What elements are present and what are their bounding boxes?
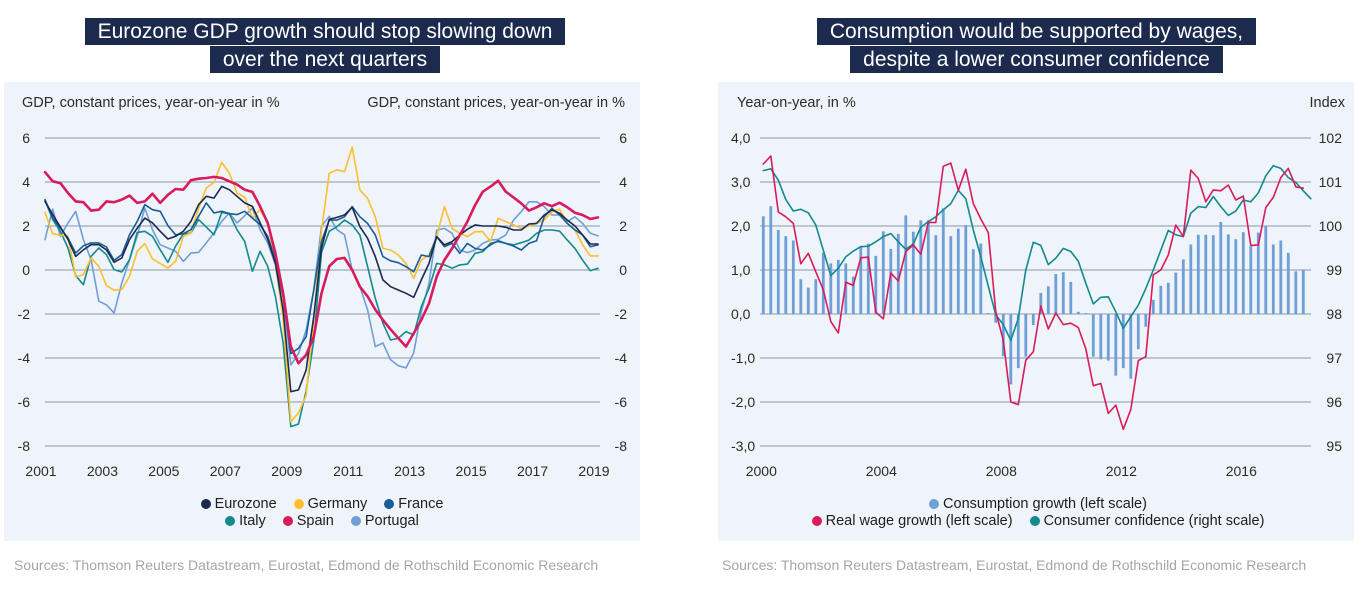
legend-item-spain: Spain [282, 512, 334, 529]
left-chart-title-line-1: Eurozone GDP growth should stop slowing … [84, 18, 566, 45]
right-chart-panel [718, 82, 1354, 541]
left-chart-left-axis-title: GDP, constant prices, year-on-year in % [22, 95, 280, 111]
legend-label: Italy [239, 512, 266, 529]
legend-label: France [398, 496, 444, 513]
legend-dot-icon [200, 499, 211, 510]
right-chart-title: Consumption would be supported by wages,… [712, 18, 1361, 74]
legend-dot-icon [811, 515, 822, 526]
legend-label: Real wage growth (left scale) [825, 512, 1013, 529]
legend-dot-icon [225, 515, 236, 526]
left-chart-title: Eurozone GDP growth should stop slowing … [0, 18, 650, 74]
legend-label: Germany [307, 496, 368, 513]
left-chart-legend: Eurozone Germany France Italy Spain Port… [4, 496, 640, 529]
legend-row: Real wage growth (left scale) Consumer c… [718, 513, 1358, 530]
right-chart-title-line-2: despite a lower consumer confidence [850, 46, 1223, 73]
legend-item-real-wage-growth: Real wage growth (left scale) [811, 512, 1013, 529]
legend-row: Eurozone Germany France [4, 496, 640, 513]
right-chart-right-axis-title: Index [1309, 95, 1345, 111]
legend-item-france: France [384, 496, 443, 512]
legend-row: Italy Spain Portugal [4, 513, 640, 530]
legend-dot-icon [350, 515, 361, 526]
right-chart-left-axis-title: Year-on-year, in % [737, 95, 856, 111]
left-chart-right-axis-title: GDP, constant prices, year-on-year in % [367, 95, 625, 111]
legend-dot-icon [384, 499, 395, 510]
legend-dot-icon [293, 499, 304, 510]
right-chart-title-line-1: Consumption would be supported by wages, [816, 18, 1257, 45]
legend-item-germany: Germany [293, 496, 368, 513]
legend-dot-icon [282, 515, 293, 526]
legend-item-italy: Italy [225, 513, 266, 529]
legend-dot-icon [1029, 515, 1040, 526]
right-chart-source: Sources: Thomson Reuters Datastream, Eur… [722, 557, 1307, 573]
legend-dot-icon [929, 499, 940, 510]
right-chart-legend: Consumption growth (left scale) Real wag… [718, 496, 1358, 529]
legend-label: Eurozone [214, 496, 277, 513]
legend-label: Portugal [364, 512, 419, 529]
left-chart-title-line-2: over the next quarters [209, 46, 441, 73]
legend-item-eurozone: Eurozone [200, 496, 277, 513]
legend-row: Consumption growth (left scale) [718, 496, 1358, 513]
legend-item-portugal: Portugal [350, 512, 419, 529]
legend-label: Spain [296, 512, 334, 529]
legend-label: Consumer confidence (right scale) [1043, 512, 1265, 529]
left-chart-panel [4, 82, 640, 541]
legend-item-consumption-growth: Consumption growth (left scale) [929, 496, 1147, 512]
left-chart-source: Sources: Thomson Reuters Datastream, Eur… [14, 557, 599, 573]
legend-label: Consumption growth (left scale) [943, 496, 1147, 513]
legend-item-consumer-confidence: Consumer confidence (right scale) [1029, 512, 1265, 529]
